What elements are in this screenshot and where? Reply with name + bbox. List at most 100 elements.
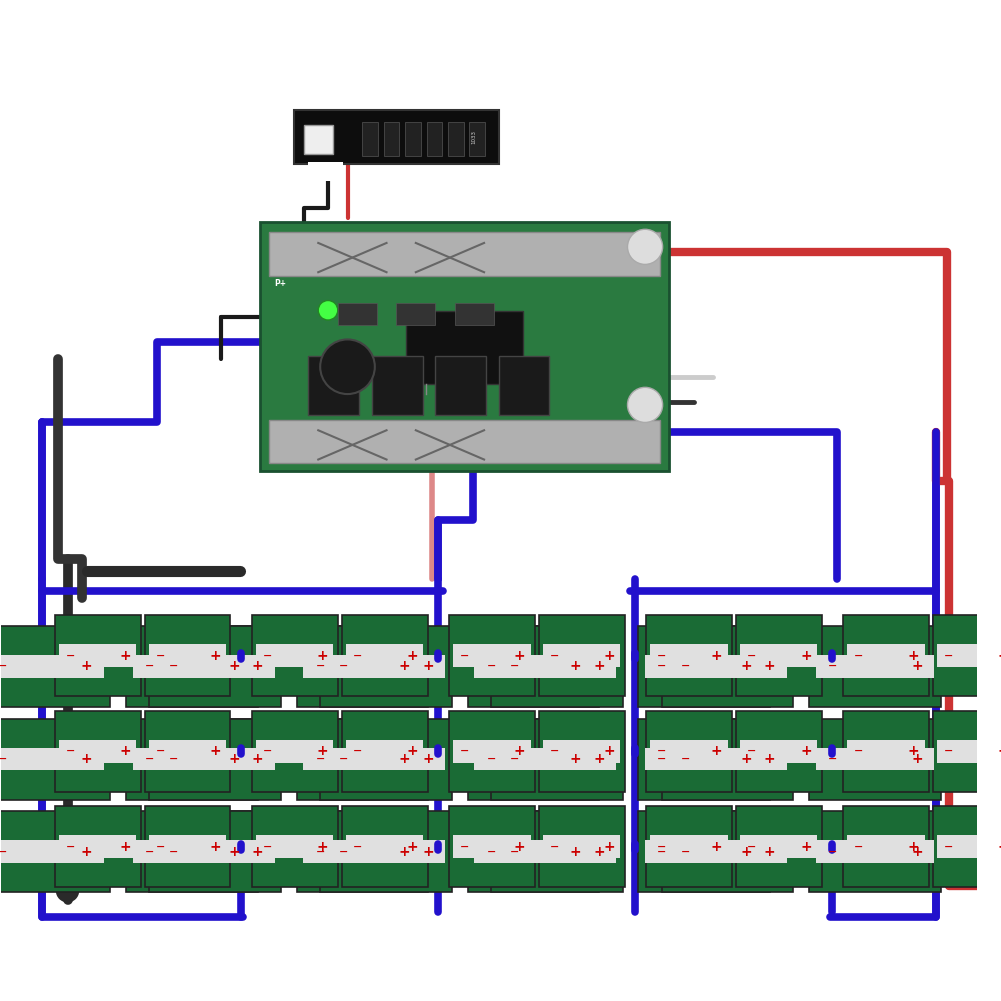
Text: −: − xyxy=(155,651,165,661)
Text: P+: P+ xyxy=(274,279,286,288)
Bar xyxy=(848,836,925,858)
Bar xyxy=(454,303,493,325)
Text: +: + xyxy=(514,649,526,663)
Text: −: − xyxy=(944,651,953,661)
Bar xyxy=(256,836,333,858)
Bar xyxy=(651,645,728,667)
Bar xyxy=(0,748,104,771)
Text: −: − xyxy=(747,651,756,661)
Text: −: − xyxy=(145,662,154,672)
Text: +: + xyxy=(422,660,434,674)
Bar xyxy=(662,811,794,892)
Text: +: + xyxy=(399,845,410,859)
Text: +: + xyxy=(741,660,752,674)
Text: −: − xyxy=(854,651,863,661)
Text: +: + xyxy=(422,752,434,766)
Bar xyxy=(848,645,925,667)
Text: −: − xyxy=(854,842,863,852)
Bar xyxy=(303,841,421,863)
Bar xyxy=(669,841,787,863)
Text: +: + xyxy=(908,649,919,663)
Bar xyxy=(543,645,621,667)
Bar xyxy=(497,655,616,678)
Text: +: + xyxy=(604,840,615,854)
Text: +: + xyxy=(997,649,1001,663)
Text: +: + xyxy=(604,649,615,663)
Text: −: − xyxy=(550,746,559,756)
Text: +: + xyxy=(997,840,1001,854)
Bar xyxy=(497,748,616,771)
Circle shape xyxy=(628,387,663,422)
Bar xyxy=(252,711,337,792)
Text: +: + xyxy=(251,845,263,859)
Text: +: + xyxy=(764,845,776,859)
Text: −: − xyxy=(155,746,165,756)
Text: −: − xyxy=(681,847,690,857)
Text: +: + xyxy=(399,752,410,766)
Bar xyxy=(497,841,616,863)
Text: −: − xyxy=(459,651,469,661)
Bar xyxy=(126,626,258,707)
Text: +: + xyxy=(911,845,923,859)
Bar xyxy=(490,626,623,707)
Bar xyxy=(337,303,376,325)
Bar xyxy=(55,807,141,887)
Bar xyxy=(843,807,929,887)
Bar xyxy=(149,645,226,667)
Text: +: + xyxy=(316,840,328,854)
Text: +: + xyxy=(399,660,410,674)
Bar xyxy=(467,811,600,892)
Text: +: + xyxy=(908,840,919,854)
Bar xyxy=(303,655,421,678)
Bar xyxy=(426,122,442,156)
Bar xyxy=(937,740,1001,763)
Text: +: + xyxy=(711,840,723,854)
Bar xyxy=(59,836,136,858)
Bar xyxy=(396,303,435,325)
Bar xyxy=(809,719,941,800)
Bar xyxy=(646,616,732,696)
Text: +: + xyxy=(764,752,776,766)
Text: −: − xyxy=(262,746,272,756)
Text: +: + xyxy=(594,660,605,674)
Bar xyxy=(662,626,794,707)
Text: +: + xyxy=(741,845,752,859)
Text: −: − xyxy=(0,847,7,857)
Text: +: + xyxy=(119,744,131,758)
Bar xyxy=(156,748,274,771)
Bar xyxy=(149,811,281,892)
Text: +: + xyxy=(81,845,92,859)
Bar xyxy=(740,836,818,858)
Bar xyxy=(259,222,670,471)
Bar xyxy=(346,645,423,667)
Bar xyxy=(809,811,941,892)
Bar xyxy=(539,711,625,792)
Text: +: + xyxy=(406,649,417,663)
Text: +: + xyxy=(251,752,263,766)
Bar xyxy=(372,356,422,414)
Text: −: − xyxy=(658,754,667,764)
Text: −: − xyxy=(168,754,178,764)
Bar xyxy=(736,711,822,792)
Bar xyxy=(149,836,226,858)
Text: +: + xyxy=(119,840,131,854)
Bar xyxy=(639,811,770,892)
Bar xyxy=(133,841,251,863)
Text: −: − xyxy=(550,842,559,852)
Bar xyxy=(308,162,342,181)
Bar xyxy=(296,811,428,892)
Bar xyxy=(662,719,794,800)
Bar xyxy=(341,711,427,792)
Bar xyxy=(383,122,399,156)
Text: +: + xyxy=(764,660,776,674)
Text: −: − xyxy=(145,754,154,764)
Bar xyxy=(303,125,333,154)
Bar xyxy=(133,748,251,771)
Text: −: − xyxy=(510,847,520,857)
Text: −: − xyxy=(0,662,7,672)
Bar xyxy=(294,110,498,164)
Text: +: + xyxy=(711,744,723,758)
Text: +: + xyxy=(711,649,723,663)
Bar xyxy=(453,740,531,763)
Bar xyxy=(669,655,787,678)
